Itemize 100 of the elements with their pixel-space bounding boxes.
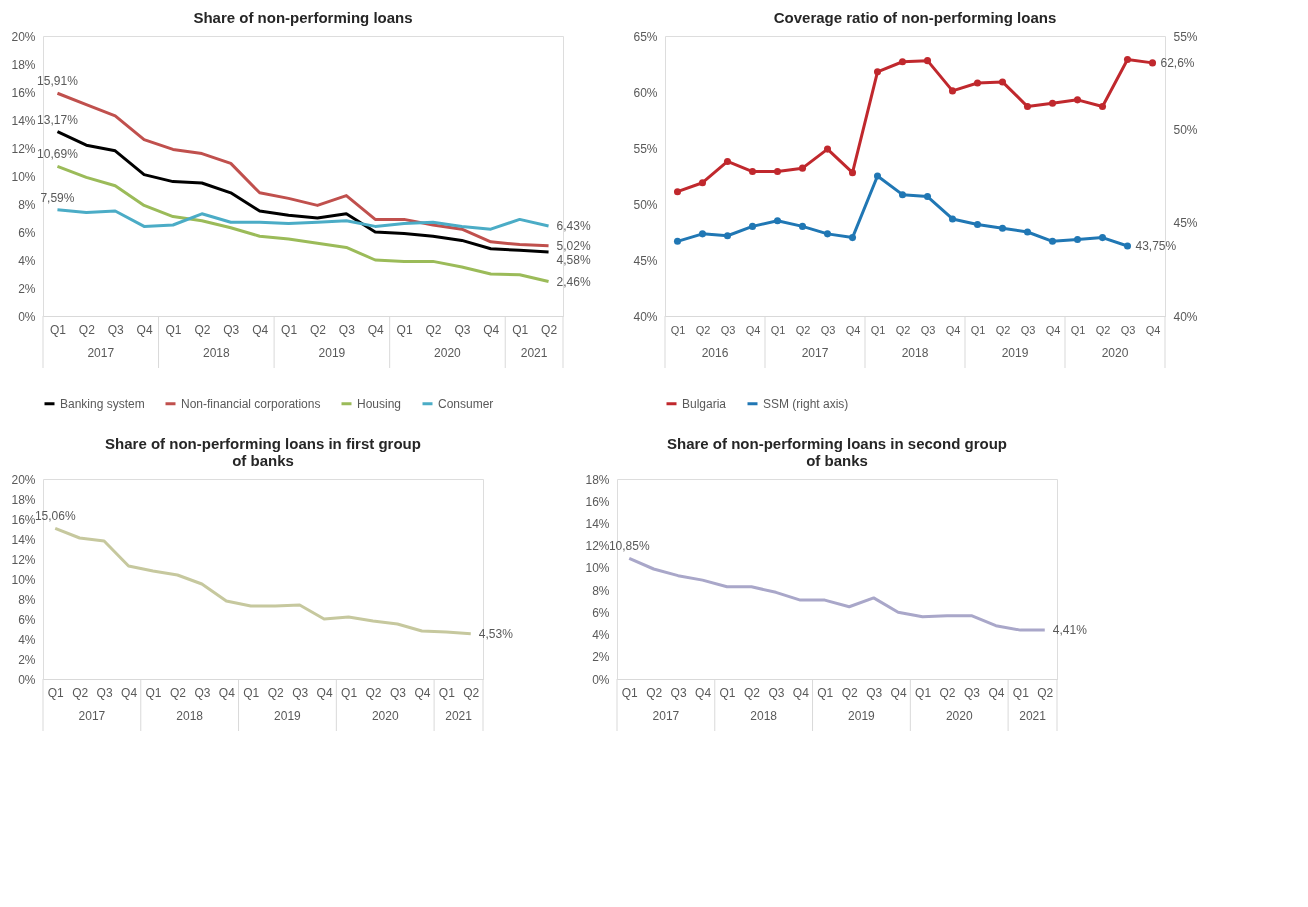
y-tick-label: 65% xyxy=(633,29,658,44)
legend-label: SSM (right axis) xyxy=(763,396,849,411)
data-label: 6,43% xyxy=(556,218,591,233)
y-tick-label: 20% xyxy=(11,472,36,487)
text: 2017 xyxy=(87,346,115,360)
data-label: 5,02% xyxy=(556,238,591,253)
point xyxy=(1073,96,1082,104)
x-tick-label: Q3 xyxy=(820,323,836,336)
text: 2017 xyxy=(78,709,106,723)
chart-title: Share of non-performing loans in first group of banks xyxy=(105,435,421,469)
y-tick-label: 10% xyxy=(585,561,610,576)
x-tick-label: Q1 xyxy=(670,323,686,336)
x-tick-label: Q1 xyxy=(281,322,298,337)
point xyxy=(723,157,732,165)
x-tick-label: Q3 xyxy=(389,685,407,700)
point xyxy=(748,222,757,230)
x-tick-label: Q2 xyxy=(1037,685,1054,700)
point xyxy=(1098,103,1107,111)
point xyxy=(1048,237,1057,245)
x-tick-label: Q3 xyxy=(768,685,785,700)
x-tick-label: Q3 xyxy=(720,323,736,336)
x-tick-label: Q2 xyxy=(267,685,285,700)
y-tick-label: 18% xyxy=(585,472,610,487)
point xyxy=(923,57,932,65)
y-tick-label: 50% xyxy=(633,197,658,212)
y-tick-label: 18% xyxy=(11,492,36,507)
x-tick-label: Q2 xyxy=(78,322,96,337)
x-tick-label: Q2 xyxy=(646,685,663,700)
point xyxy=(1073,235,1082,243)
legend-label: Bulgaria xyxy=(682,396,727,411)
x-tick-label: Q2 xyxy=(365,685,382,700)
text: 2017 xyxy=(801,346,829,360)
point xyxy=(723,232,732,240)
point xyxy=(673,188,682,196)
x-tick-label: Q2 xyxy=(309,322,327,337)
data-label: 15,06% xyxy=(34,509,76,524)
y-tick-label: 2% xyxy=(18,652,36,667)
y-tick-label: 45% xyxy=(633,253,658,268)
data-label: 15,91% xyxy=(37,74,79,89)
y-tick-label: 4% xyxy=(592,628,610,643)
y-tick-label: 55% xyxy=(633,141,658,156)
point xyxy=(798,222,807,230)
point xyxy=(998,224,1007,232)
x-tick-label: Q1 xyxy=(512,322,529,337)
x-tick-label: Q1 xyxy=(47,685,65,700)
chart-title: Share of non-performing loans in second group of banks xyxy=(666,435,1008,469)
text: 2019 xyxy=(848,709,876,723)
y-tick-label: 0% xyxy=(592,672,610,687)
text: 2020 xyxy=(371,709,399,723)
x-tick-label: Q4 xyxy=(316,685,333,700)
y2-tick-label: 50% xyxy=(1173,122,1198,137)
point xyxy=(1098,234,1107,242)
point xyxy=(773,167,782,176)
y-tick-label: 16% xyxy=(11,85,36,100)
data-label: 10,85% xyxy=(608,539,650,554)
y-tick-label: 12% xyxy=(11,552,36,567)
y2-tick-label: 45% xyxy=(1173,216,1198,231)
x-tick-label: Q3 xyxy=(1120,323,1136,336)
x-tick-label: Q1 xyxy=(396,322,413,337)
legend-label: Consumer xyxy=(438,396,494,411)
point xyxy=(773,217,782,225)
point xyxy=(698,230,707,238)
y-tick-label: 6% xyxy=(592,605,610,620)
y-tick-label: 6% xyxy=(18,612,36,627)
x-tick-label: Q2 xyxy=(895,323,911,336)
y-tick-label: 6% xyxy=(18,225,36,240)
x-tick-label: Q2 xyxy=(194,322,211,337)
point xyxy=(1123,55,1132,64)
y-tick-label: 60% xyxy=(633,85,658,100)
point xyxy=(823,230,832,238)
x-tick-label: Q1 xyxy=(243,685,260,700)
text: 2016 xyxy=(701,346,729,360)
x-tick-label: Q4 xyxy=(1145,323,1161,336)
x-tick-label: Q4 xyxy=(121,685,138,700)
data-label: 2,46% xyxy=(556,274,591,289)
x-tick-label: Q1 xyxy=(719,685,736,700)
x-tick-label: Q3 xyxy=(338,322,356,337)
x-tick-label: Q3 xyxy=(963,685,981,700)
point xyxy=(673,237,682,245)
x-tick-label: Q2 xyxy=(425,322,442,337)
x-tick-label: Q1 xyxy=(770,323,786,336)
x-tick-label: Q3 xyxy=(292,685,309,700)
x-tick-label: Q2 xyxy=(695,323,711,336)
y-tick-label: 14% xyxy=(11,532,36,547)
x-tick-label: Q2 xyxy=(72,685,89,700)
x-tick-label: Q2 xyxy=(169,685,187,700)
point xyxy=(873,68,882,76)
x-tick-label: Q1 xyxy=(145,685,162,700)
x-tick-label: Q4 xyxy=(218,685,236,700)
x-tick-label: Q1 xyxy=(1070,323,1086,336)
text: 2019 xyxy=(318,346,346,360)
x-tick-label: Q4 xyxy=(792,685,810,700)
text: 2021 xyxy=(520,346,548,360)
x-tick-label: Q3 xyxy=(454,322,471,337)
x-tick-label: Q2 xyxy=(995,323,1011,336)
x-tick-label: Q4 xyxy=(695,685,712,700)
y-tick-label: 40% xyxy=(633,309,658,324)
x-tick-label: Q1 xyxy=(49,322,67,337)
y-tick-label: 4% xyxy=(18,253,36,268)
x-tick-label: Q3 xyxy=(194,685,211,700)
